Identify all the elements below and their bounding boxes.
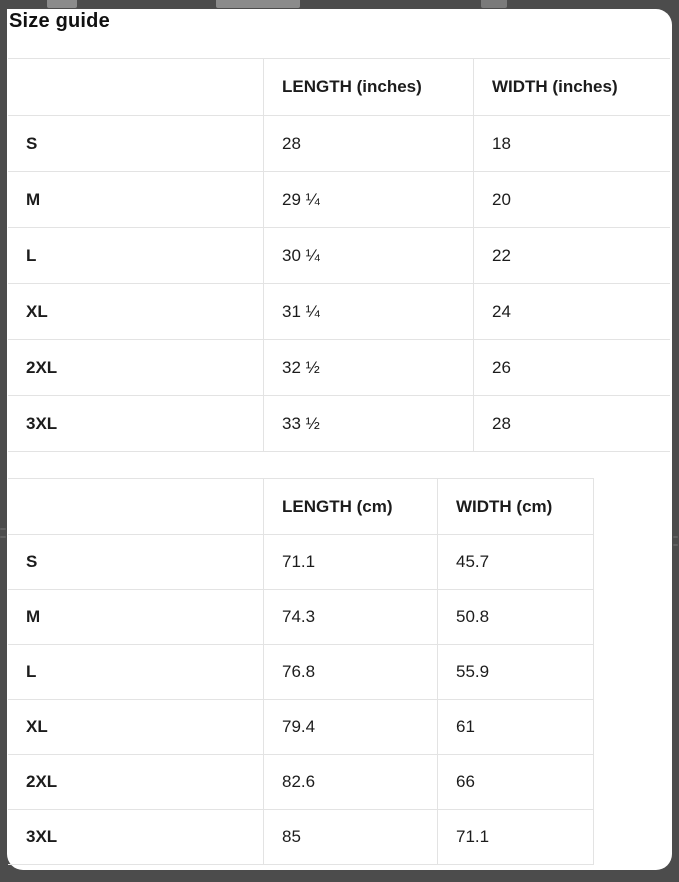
width-value: 22 <box>473 227 670 283</box>
size-table-cm: LENGTH (cm) WIDTH (cm) S 71.1 45.7 M 74.3 50.8 L… <box>8 478 594 865</box>
length-value: 33 ½ <box>263 395 473 451</box>
size-label: L <box>8 227 263 283</box>
length-value: 76.8 <box>263 644 437 699</box>
length-value: 32 ½ <box>263 339 473 395</box>
width-value: 28 <box>473 395 670 451</box>
table-row: 2XL 82.6 66 <box>8 754 594 809</box>
size-column-header <box>8 58 263 115</box>
size-guide-modal: Size guide LENGTH (inches) WIDTH (inches)… <box>7 9 672 870</box>
column-header: LENGTH (inches) <box>263 58 473 115</box>
table-row: S 71.1 45.7 <box>8 534 594 589</box>
size-label: 2XL <box>8 754 263 809</box>
width-value: 45.7 <box>437 534 594 589</box>
length-value: 30 ¼ <box>263 227 473 283</box>
width-value: 26 <box>473 339 670 395</box>
width-value: 18 <box>473 115 670 171</box>
background-remnant <box>673 530 678 552</box>
background-remnant <box>0 522 6 544</box>
width-value: 61 <box>437 699 594 754</box>
background-remnant <box>481 0 507 8</box>
width-value: 24 <box>473 283 670 339</box>
table-row: L 30 ¼ 22 <box>8 227 670 283</box>
length-value: 74.3 <box>263 589 437 644</box>
column-header: LENGTH (cm) <box>263 478 437 534</box>
length-value: 28 <box>263 115 473 171</box>
length-value: 31 ¼ <box>263 283 473 339</box>
size-label: 3XL <box>8 395 263 451</box>
width-value: 71.1 <box>437 809 594 864</box>
width-value: 55.9 <box>437 644 594 699</box>
table-row: L 76.8 55.9 <box>8 644 594 699</box>
length-value: 71.1 <box>263 534 437 589</box>
header-row: LENGTH (inches) WIDTH (inches) <box>8 58 670 115</box>
size-label: XL <box>8 283 263 339</box>
table-row: M 74.3 50.8 <box>8 589 594 644</box>
table-row: XL 31 ¼ 24 <box>8 283 670 339</box>
column-header: WIDTH (inches) <box>473 58 670 115</box>
background-remnant <box>47 0 77 8</box>
length-value: 79.4 <box>263 699 437 754</box>
length-value: 29 ¼ <box>263 171 473 227</box>
table-row: 3XL 33 ½ 28 <box>8 395 670 451</box>
width-value: 66 <box>437 754 594 809</box>
size-label: S <box>8 115 263 171</box>
table-row: XL 79.4 61 <box>8 699 594 754</box>
size-label: S <box>8 534 263 589</box>
table-row: M 29 ¼ 20 <box>8 171 670 227</box>
column-header: WIDTH (cm) <box>437 478 594 534</box>
length-value: 85 <box>263 809 437 864</box>
table-row: 2XL 32 ½ 26 <box>8 339 670 395</box>
table-row: S 28 18 <box>8 115 670 171</box>
width-value: 20 <box>473 171 670 227</box>
size-column-header <box>8 478 263 534</box>
background-remnant <box>216 0 300 8</box>
header-row: LENGTH (cm) WIDTH (cm) <box>8 478 594 534</box>
size-label: M <box>8 171 263 227</box>
table-row: 3XL 85 71.1 <box>8 809 594 864</box>
size-label: 3XL <box>8 809 263 864</box>
length-value: 82.6 <box>263 754 437 809</box>
size-label: M <box>8 589 263 644</box>
modal-title: Size guide <box>9 10 110 32</box>
size-label: 2XL <box>8 339 263 395</box>
size-label: L <box>8 644 263 699</box>
width-value: 50.8 <box>437 589 594 644</box>
size-label: XL <box>8 699 263 754</box>
